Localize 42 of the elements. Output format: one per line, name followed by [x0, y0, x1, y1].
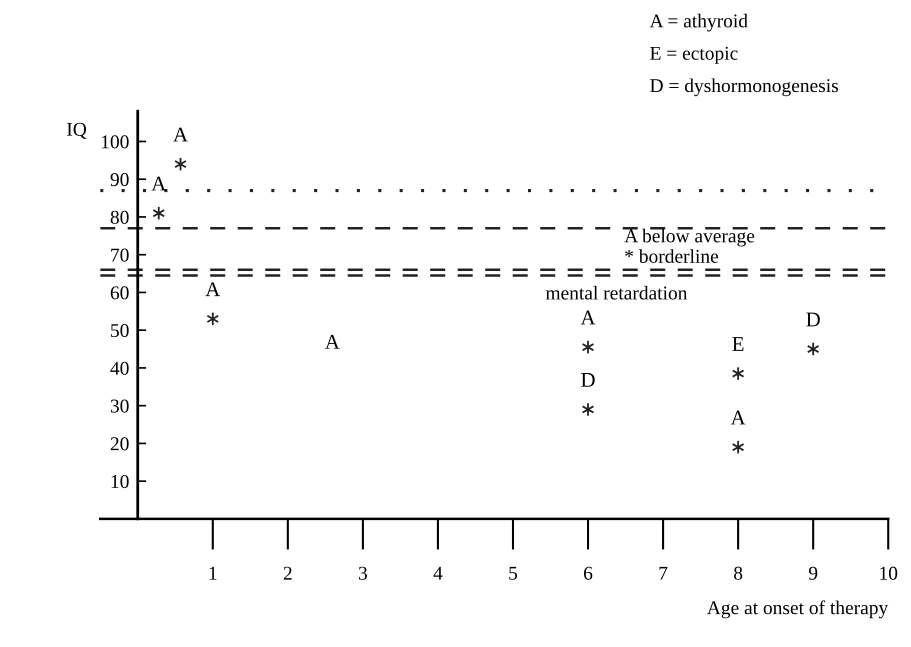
x-tick-label: 3 [358, 566, 367, 580]
text: D [581, 373, 595, 387]
point [582, 340, 594, 354]
text: D [806, 312, 820, 326]
text: A [205, 282, 220, 296]
x-tick-label: 7 [660, 566, 668, 580]
x-tick-label: 5 [509, 566, 518, 580]
text: A [173, 128, 188, 142]
text: A [580, 310, 596, 324]
text: D = dyshormonogenesis [650, 78, 838, 96]
annotation: * borderline [625, 249, 718, 263]
x-tick-label: 9 [808, 566, 818, 580]
x-tick-label: 4 [433, 566, 442, 580]
text: A = athyroid [650, 14, 748, 32]
x-tick-label: 10 [880, 566, 898, 580]
text: A [730, 410, 746, 424]
y-tick-label: 30 [110, 399, 129, 413]
annotation: A [325, 334, 340, 349]
point [174, 156, 187, 172]
x-axis-title: Age at onset of therapy [706, 600, 888, 618]
point [582, 402, 594, 417]
annotation: mental retardation [546, 286, 688, 300]
x-tick-label: 2 [284, 566, 292, 580]
y-tick-label: 20 [110, 437, 129, 450]
x-tick-label: 6 [584, 566, 592, 580]
y-tick-label: 50 [111, 324, 129, 338]
y-axis-title: IQ [67, 122, 86, 139]
point [732, 366, 744, 381]
annotation: A below average [624, 228, 754, 246]
x-tick-label: 1 [210, 566, 216, 580]
y-tick-label: 40 [110, 362, 129, 375]
text: E [732, 337, 744, 351]
text: A [151, 176, 166, 190]
text: E = ectopic [650, 46, 738, 64]
point [732, 440, 744, 454]
y-tick-label: 60 [110, 286, 129, 300]
y-tick-label: 80 [110, 210, 129, 224]
y-tick-label: 70 [111, 248, 129, 262]
x-tick-label: 8 [734, 566, 742, 580]
y-tick-label: 10 [112, 474, 129, 488]
y-tick-label: 90 [110, 173, 129, 186]
y-tick-label: 100 [102, 135, 129, 148]
